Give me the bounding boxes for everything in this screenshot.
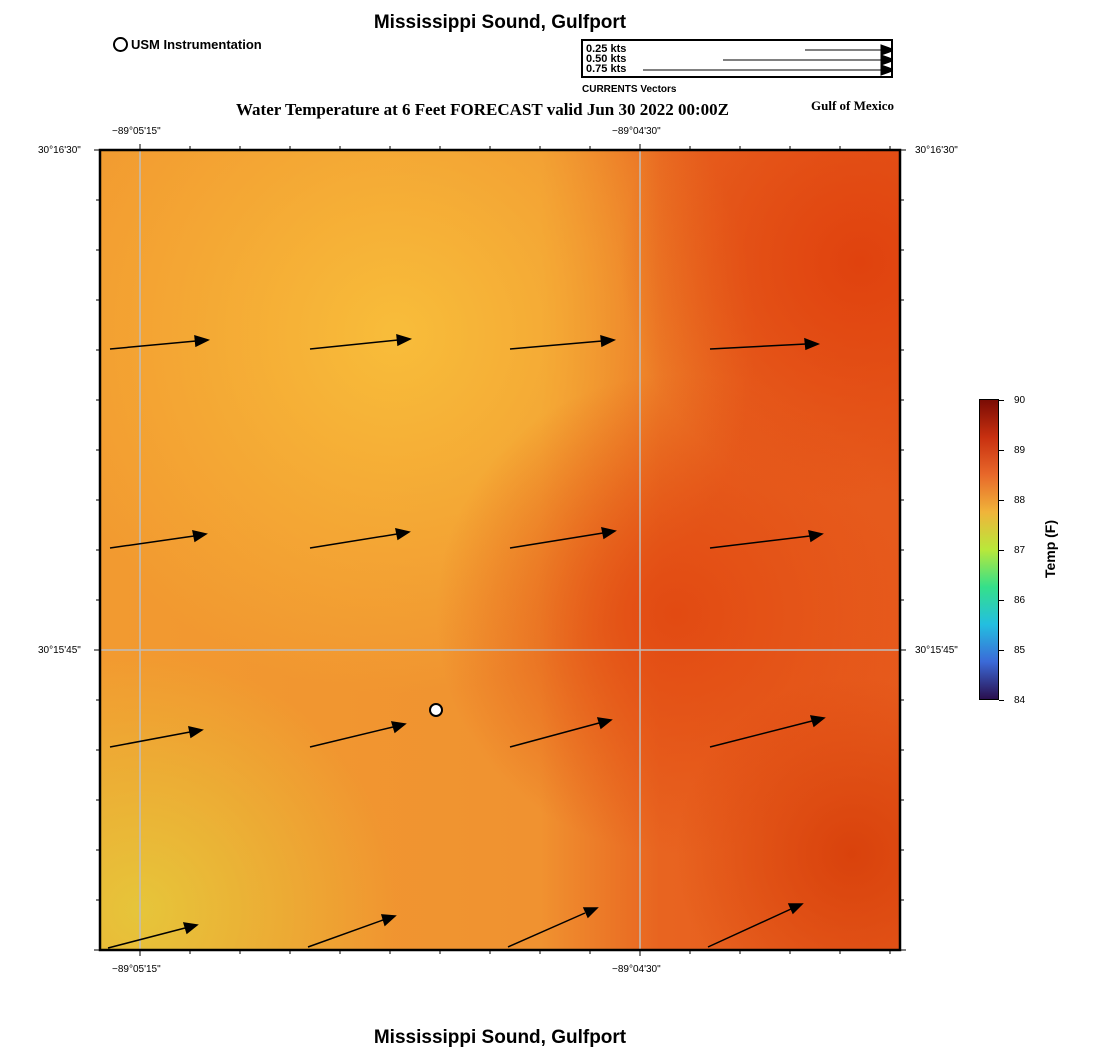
lon-label-bottom-right: −89°04'30"	[612, 964, 661, 975]
colorbar-tick-87: 87	[1014, 545, 1026, 556]
station-legend-icon	[113, 37, 128, 52]
map-title: Mississippi Sound, Gulfport	[373, 12, 627, 33]
current-vector	[709, 530, 824, 549]
frame-ticks	[94, 144, 906, 956]
current-vector	[509, 334, 617, 350]
lat-label-left-mid: 30°15'45"	[38, 645, 81, 656]
colorbar-tick-84: 84	[1014, 695, 1026, 706]
usm-station-marker[interactable]	[429, 703, 443, 717]
map-subtitle: Water Temperature at 6 Feet FORECAST val…	[236, 100, 729, 119]
vector-scale-arrows	[643, 44, 893, 76]
current-vector	[309, 333, 413, 350]
station-legend: USM Instrumentation	[113, 37, 262, 52]
region-label: Gulf of Mexico	[811, 98, 895, 113]
current-vector	[309, 721, 407, 748]
lat-label-left-top: 30°16'30"	[38, 145, 81, 156]
vector-legend-title: CURRENTS Vectors	[582, 84, 677, 95]
current-vector	[509, 527, 617, 549]
current-vector	[309, 528, 411, 549]
current-vector	[507, 907, 599, 948]
graticule	[100, 150, 900, 950]
colorbar-gradient	[980, 400, 998, 699]
current-vector	[509, 717, 613, 748]
current-vector	[709, 715, 826, 748]
current-vector	[109, 726, 204, 748]
current-vector	[109, 334, 211, 350]
colorbar-tick-86: 86	[1014, 595, 1026, 606]
colorbar-tick-90: 90	[1014, 395, 1026, 406]
colorbar-tick-88: 88	[1014, 495, 1026, 506]
colorbar-ticks: 90 89 88 87 86 85 84	[999, 392, 1039, 712]
lon-label-bottom-left: −89°05'15"	[112, 964, 161, 975]
footer-title: Mississippi Sound, Gulfport	[373, 1027, 627, 1048]
colorbar	[979, 399, 999, 700]
lat-label-right-top: 30°16'30"	[915, 145, 958, 156]
current-vector	[707, 903, 804, 948]
vector-scale-legend: 0.25 kts 0.50 kts 0.75 kts	[581, 39, 893, 78]
lon-label-top-left: −89°05'15"	[112, 126, 161, 137]
colorbar-label: Temp (F)	[1042, 519, 1058, 579]
vector-scale-0.50: 0.50 kts	[586, 53, 627, 65]
current-vector	[107, 922, 199, 949]
lat-label-right-mid: 30°15'45"	[915, 645, 958, 656]
vector-scale-0.75: 0.75 kts	[586, 63, 627, 75]
vector-scale-0.25: 0.25 kts	[586, 43, 627, 55]
lon-label-top-right: −89°04'30"	[612, 126, 661, 137]
temperature-map	[94, 144, 906, 956]
colorbar-tick-89: 89	[1014, 445, 1026, 456]
current-vectors	[107, 333, 826, 949]
current-vector	[109, 530, 208, 549]
current-vector	[709, 337, 821, 351]
colorbar-tick-85: 85	[1014, 645, 1026, 656]
station-legend-label: USM Instrumentation	[131, 37, 262, 52]
current-vector	[307, 914, 397, 948]
